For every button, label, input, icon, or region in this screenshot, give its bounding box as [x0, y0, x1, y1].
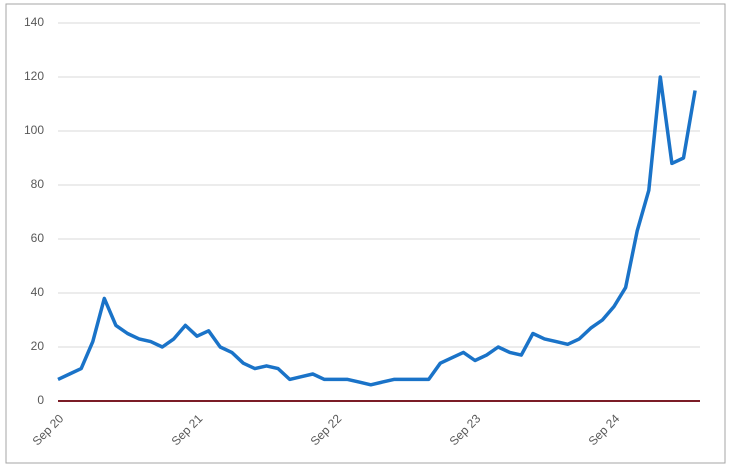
y-tick-label: 40 [31, 285, 45, 299]
line [57, 75, 697, 387]
y-tick-label: 0 [37, 393, 44, 407]
y-tick-label: 120 [24, 69, 44, 83]
y-tick-label: 60 [31, 231, 45, 245]
y-tick-label: 20 [31, 339, 45, 353]
y-tick-label: 140 [24, 15, 44, 29]
y-tick-label: 100 [24, 123, 44, 137]
y-tick-label: 80 [31, 177, 45, 191]
chart-frame [5, 3, 726, 464]
